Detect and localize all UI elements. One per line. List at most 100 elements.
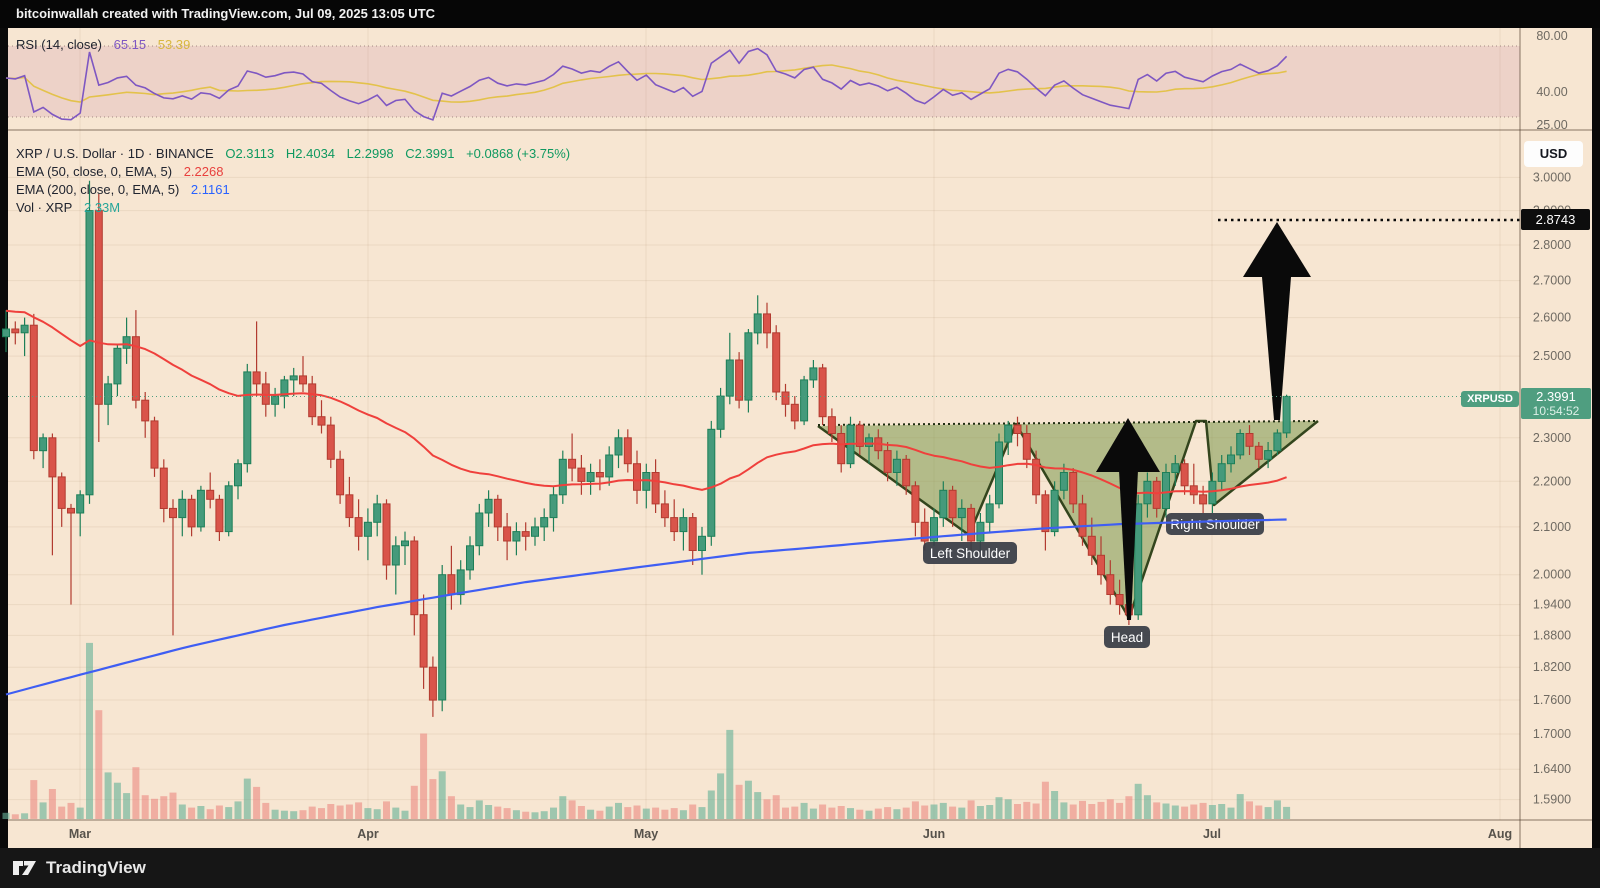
ohlc-high: H2.4034: [285, 146, 336, 161]
volume-bar: [123, 793, 131, 819]
volume-value: 2.33M: [83, 200, 121, 215]
month-label: Aug: [1488, 827, 1512, 841]
price-tick-label: 2.6000: [1533, 311, 1571, 325]
breakout-arrows[interactable]: [1096, 222, 1311, 620]
volume-bar: [800, 802, 808, 819]
candle-body: [104, 383, 113, 405]
candle-body: [800, 379, 809, 422]
volume-bar: [809, 808, 817, 819]
volume-bar: [48, 789, 56, 819]
volume-bar: [1181, 806, 1189, 819]
volume-bar: [355, 802, 363, 819]
ema200-legend-row[interactable]: EMA (200, close, 0, EMA, 5) 2.1161: [16, 181, 578, 199]
candle-body: [855, 424, 864, 447]
candle-body: [243, 371, 252, 465]
rsi-ma-line[interactable]: [5, 64, 1287, 103]
volume-bar: [1199, 802, 1207, 819]
candle-body: [614, 437, 623, 456]
rsi-line[interactable]: [5, 47, 1288, 121]
candle-body: [1078, 503, 1087, 537]
volume-bar: [336, 805, 344, 819]
volume-bar: [271, 809, 279, 819]
head-label[interactable]: Head: [1104, 626, 1150, 648]
candle-body: [1032, 458, 1041, 496]
candle-body: [679, 517, 688, 533]
rsi-tick-label: 25.00: [1536, 118, 1567, 132]
candle-body: [735, 359, 744, 401]
symbol-title: XRP / U.S. Dollar · 1D · BINANCE: [16, 146, 214, 161]
arrow-tail[interactable]: [1119, 470, 1138, 620]
arrow-head-icon[interactable]: [1096, 418, 1160, 472]
candle-body: [595, 472, 604, 478]
right-shoulder-label[interactable]: Right Shoulder: [1166, 513, 1264, 535]
volume-bar: [512, 810, 520, 819]
volume-bar: [345, 804, 353, 819]
candle-body: [1162, 472, 1170, 509]
candle-body: [475, 512, 484, 547]
price-tick-label: 2.1000: [1533, 520, 1571, 534]
axes[interactable]: 3.00002.90002.80002.70002.60002.50002.30…: [8, 28, 1592, 848]
candle-body: [521, 531, 530, 537]
candle-body: [48, 437, 57, 478]
volume-bar: [327, 804, 335, 819]
candle-body: [39, 437, 48, 452]
arrow-head-icon[interactable]: [1243, 222, 1311, 277]
volume-bar: [438, 771, 446, 819]
candle-body: [512, 531, 521, 542]
month-label: Jun: [923, 827, 945, 841]
volume-bar: [902, 807, 910, 819]
chart-background: [8, 28, 1592, 848]
rsi-legend[interactable]: RSI (14, close) 65.15 53.39: [16, 37, 198, 52]
candle-body: [1097, 554, 1105, 576]
ema200-line[interactable]: [5, 518, 1287, 696]
candle-body: [902, 458, 911, 487]
volume-bar: [837, 806, 845, 819]
volume-bar: [132, 767, 140, 819]
volume-bar: [874, 808, 882, 819]
symbol-title-row[interactable]: XRP / U.S. Dollar · 1D · BINANCE O2.3113…: [16, 145, 578, 163]
price-tick-label: 1.8200: [1533, 660, 1571, 674]
candle-body: [753, 313, 762, 334]
candle-body: [159, 467, 168, 510]
volume-bar: [1041, 781, 1049, 819]
volume-bar: [1264, 807, 1272, 819]
volume-bar: [911, 801, 919, 819]
volume-bar: [819, 804, 827, 819]
volume-legend-row[interactable]: Vol · XRP 2.33M: [16, 199, 578, 217]
candle-body: [57, 476, 66, 509]
arrow-tail[interactable]: [1262, 277, 1291, 420]
left-shoulder-label[interactable]: Left Shoulder: [923, 542, 1017, 564]
volume-bar: [1283, 806, 1291, 819]
volume-bar: [280, 810, 288, 819]
volume-bar: [1171, 805, 1179, 819]
ema50-legend-row[interactable]: EMA (50, close, 0, EMA, 5) 2.2268: [16, 163, 578, 181]
month-label: Apr: [357, 827, 379, 841]
candlesticks: [2, 180, 1291, 717]
candle-body: [568, 458, 577, 469]
candle-body: [744, 332, 753, 401]
candle-body: [1171, 463, 1180, 474]
candle-body: [1069, 472, 1078, 505]
bar-countdown: 10:54:52: [1532, 404, 1580, 418]
neckline[interactable]: [817, 420, 1319, 426]
tradingview-brand[interactable]: TradingView: [46, 858, 146, 877]
candle-body: [772, 332, 781, 393]
rsi-tick-label: 80.00: [1536, 29, 1567, 43]
tradingview-logo-icon[interactable]: [12, 856, 38, 880]
candle-body: [725, 359, 734, 397]
currency-toggle-button[interactable]: USD: [1524, 141, 1583, 167]
price-tick-label: 2.3000: [1533, 431, 1571, 445]
volume-bar: [1218, 804, 1226, 819]
ema200-value: 2.1161: [190, 182, 230, 197]
pattern-fill[interactable]: [818, 421, 1318, 618]
volume-bar: [726, 729, 734, 819]
ema50-line[interactable]: [5, 309, 1287, 495]
volume-bar: [95, 710, 103, 819]
symbol-legend[interactable]: XRP / U.S. Dollar · 1D · BINANCE O2.3113…: [16, 145, 578, 217]
right-shoulder-chip[interactable]: [1166, 513, 1264, 535]
head-chip[interactable]: [1104, 626, 1150, 648]
candle-body: [1041, 494, 1050, 533]
price-tick-label: 2.5000: [1533, 349, 1571, 363]
left-shoulder-chip[interactable]: [923, 542, 1017, 564]
